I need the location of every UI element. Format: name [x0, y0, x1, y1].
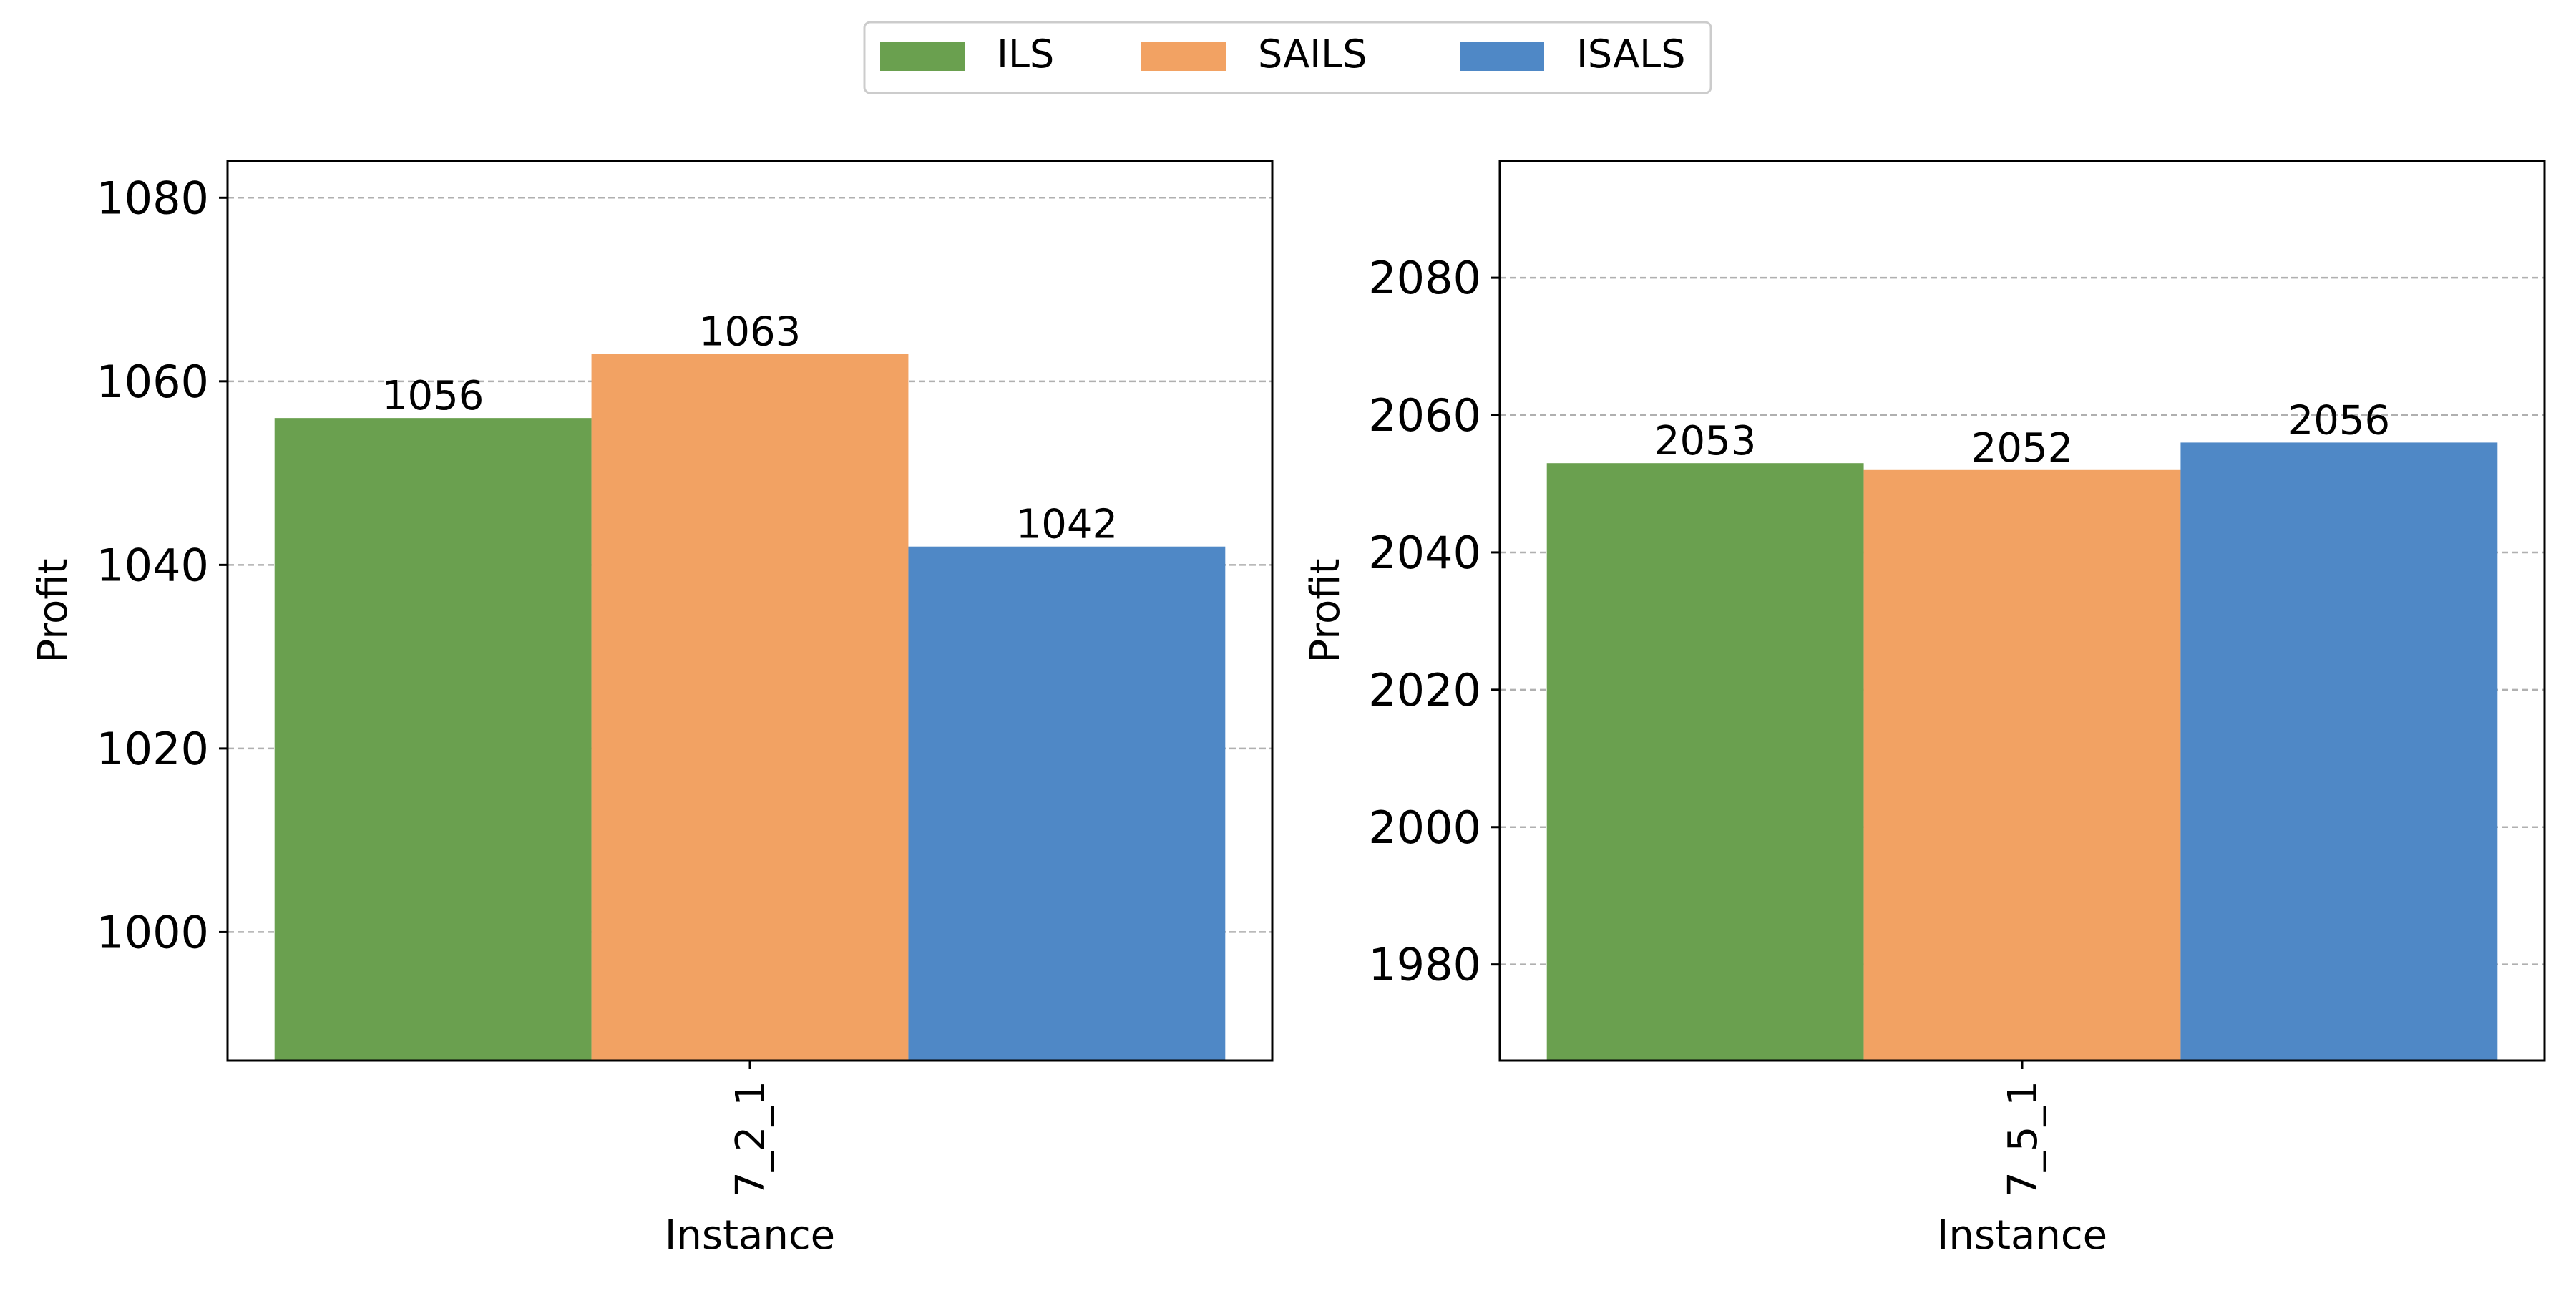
bar-value-label: 1063 [699, 308, 801, 355]
legend-label-sails: SAILS [1258, 31, 1367, 77]
bar-sails [1863, 469, 2181, 1061]
y-tick-label: 2000 [1368, 802, 1481, 854]
legend-label-ils: ILS [997, 31, 1054, 77]
x-axis-label: Instance [665, 1212, 835, 1259]
chart-panel-2: 1980 2000 2020 2040 2060 2080 2053 2052 2056 7_5_… [1302, 160, 2546, 1259]
x-axis-label: Instance [1937, 1212, 2107, 1259]
bar-value-label: 1042 [1016, 502, 1118, 548]
legend-swatch-ils [880, 42, 965, 71]
y-tick-label: 1040 [96, 539, 209, 591]
y-axis-label: Profit [1302, 558, 1349, 663]
bar-ils [274, 418, 592, 1061]
x-tick-label: 7_2_1 [728, 1081, 774, 1197]
legend-swatch-isals [1460, 42, 1544, 71]
bar-value-label: 2056 [2288, 397, 2391, 444]
y-tick-label: 2040 [1368, 527, 1481, 579]
y-tick-label: 1020 [96, 723, 209, 775]
bar-isals [2180, 442, 2498, 1061]
bar-sails [591, 354, 909, 1061]
legend-swatch-sails [1141, 42, 1226, 71]
y-tick-label: 1060 [96, 356, 209, 408]
y-axis-label: Profit [30, 558, 77, 663]
legend-label-isals: ISALS [1576, 31, 1686, 77]
bar-isals [908, 546, 1226, 1061]
y-tick-label: 1080 [96, 172, 209, 224]
y-tick-label: 2020 [1368, 664, 1481, 716]
chart-panel-1: 1000 1020 1040 1060 1080 1056 1063 1042 7_2_1 Ins… [30, 160, 1274, 1259]
bar-ils [1546, 463, 1864, 1061]
legend-box [863, 21, 1712, 94]
x-tick-label: 7_5_1 [2000, 1081, 2046, 1197]
bar-value-label: 2052 [1971, 425, 2074, 472]
bar-value-label: 1056 [382, 373, 484, 419]
y-tick-label: 1980 [1368, 939, 1481, 991]
bar-value-label: 2053 [1654, 418, 1757, 464]
y-tick-label: 1000 [96, 906, 209, 958]
legend: ILS SAILS ISALS [863, 21, 1712, 94]
y-tick-label: 2080 [1368, 252, 1481, 304]
y-tick-label: 2060 [1368, 389, 1481, 442]
